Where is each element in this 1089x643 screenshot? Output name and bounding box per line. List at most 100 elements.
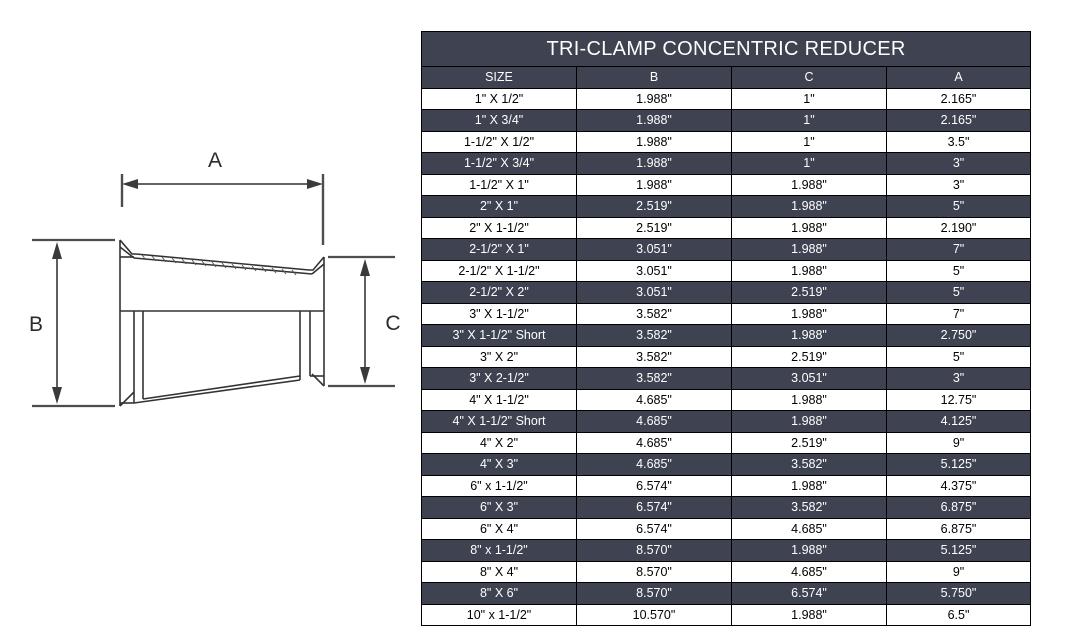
cell-a: 6.875" [885,517,1032,540]
table-row: 6" x 1-1/2" 6.574" 1.988" 4.375" [421,474,1032,497]
table-row: 8" x 1-1/2" 8.570" 1.988" 5.125" [421,539,1032,562]
dimension-c-label: C [385,312,400,335]
cell-c: 3.582" [731,453,887,476]
cell-c: 2.519" [731,345,887,368]
cell-size: 8" X 6" [421,582,577,605]
table-header-row: SIZE B C A [421,66,1032,89]
cell-b: 6.574" [576,474,732,497]
cell-b: 3.051" [576,259,732,282]
table-title-row: TRI-CLAMP CONCENTRIC REDUCER [420,31,1032,67]
cell-b: 8.570" [576,539,732,562]
cell-b: 8.570" [576,582,732,605]
table-row: 8" X 4" 8.570" 4.685" 9" [421,560,1032,583]
cell-b: 6.574" [576,496,732,519]
cell-size: 3" X 2" [421,345,577,368]
dimension-b-group: B [29,238,115,408]
cell-size: 3" X 2-1/2" [421,367,577,390]
cell-a: 9" [885,560,1032,583]
cell-c: 1.988" [731,259,887,282]
left-flange-bottom-bevel [119,391,135,407]
cell-size: 4" X 1-1/2" Short [421,410,577,433]
cell-c: 2.519" [731,281,887,304]
cell-size: 4" X 3" [421,453,577,476]
left-ferrule-inner-bevel [119,246,135,259]
cell-b: 1.988" [576,173,732,196]
column-header-b: B [576,66,732,89]
technical-drawing-panel: A B C [0,0,420,643]
cell-a: 3" [885,173,1032,196]
cell-size: 1" X 3/4" [421,109,577,132]
table-row: 4" X 1-1/2" 4.685" 1.988" 12.75" [421,388,1032,411]
cell-b: 8.570" [576,560,732,583]
cell-a: 9" [885,431,1032,454]
cell-size: 8" x 1-1/2" [421,539,577,562]
cell-a: 12.75" [885,388,1032,411]
cell-c: 1.988" [731,195,887,218]
table-row: 2-1/2" X 2" 3.051" 2.519" 5" [421,281,1032,304]
cell-size: 1-1/2" X 1/2" [421,130,577,153]
cell-b: 4.685" [576,453,732,476]
table-row: 4" X 3" 4.685" 3.582" 5.125" [421,453,1032,476]
cell-b: 10.570" [576,603,732,626]
cell-a: 5" [885,259,1032,282]
cell-size: 10" x 1-1/2" [421,603,577,626]
cell-a: 5.125" [885,453,1032,476]
dimension-a-label: A [208,150,222,172]
right-ferrule-bevel [309,256,325,271]
cell-a: 2.750" [885,324,1032,347]
cell-b: 3.582" [576,324,732,347]
cell-size: 4" X 1-1/2" [421,388,577,411]
cell-c: 4.685" [731,560,887,583]
cell-b: 2.519" [576,195,732,218]
dimension-c-arrow-bottom [360,367,370,384]
cell-b: 4.685" [576,410,732,433]
table-row: 1" X 1/2" 1.988" 1" 2.165" [421,87,1032,110]
cell-size: 2-1/2" X 2" [421,281,577,304]
cell-b: 3.051" [576,238,732,261]
cell-a: 6.5" [885,603,1032,626]
cell-c: 1.988" [731,324,887,347]
cell-b: 1.988" [576,109,732,132]
reducer-spec-table: TRI-CLAMP CONCENTRIC REDUCER SIZE B C A … [420,31,1032,626]
table-title: TRI-CLAMP CONCENTRIC REDUCER [420,31,1032,67]
cell-c: 1.988" [731,238,887,261]
cell-a: 2.165" [885,109,1032,132]
cell-b: 4.685" [576,431,732,454]
table-row: 10" x 1-1/2" 10.570" 1.988" 6.5" [421,603,1032,626]
cell-size: 2-1/2" X 1-1/2" [421,259,577,282]
table-row: 4" X 2" 4.685" 2.519" 9" [421,431,1032,454]
column-header-a: A [885,66,1032,89]
reducer-body [119,239,325,407]
cell-size: 6" X 3" [421,496,577,519]
dimension-b-arrow-top [52,242,62,259]
dimension-c-group: C [328,255,401,388]
table-row: 3" X 2" 3.582" 2.519" 5" [421,345,1032,368]
cell-size: 6" X 4" [421,517,577,540]
cell-b: 4.685" [576,388,732,411]
top-inner-seam-line [133,257,313,275]
cell-size: 2-1/2" X 1" [421,238,577,261]
cell-c: 1.988" [731,474,887,497]
cell-c: 1" [731,152,887,175]
cell-a: 3" [885,367,1032,390]
cell-c: 1.988" [731,603,887,626]
cell-a: 2.165" [885,87,1032,110]
cell-c: 4.685" [731,517,887,540]
seam-hatching [141,254,297,276]
table-row: 1-1/2" X 1" 1.988" 1.988" 3" [421,173,1032,196]
cell-c: 1.988" [731,410,887,433]
table-row: 1-1/2" X 3/4" 1.988" 1" 3" [421,152,1032,175]
cell-a: 7" [885,302,1032,325]
cell-c: 3.582" [731,496,887,519]
table-row: 2" X 1" 2.519" 1.988" 5" [421,195,1032,218]
table-body: 1" X 1/2" 1.988" 1" 2.165" 1" X 3/4" 1.988" 1"… [421,87,1032,626]
dimension-b-arrow-bottom [52,387,62,404]
cell-a: 5.125" [885,539,1032,562]
cell-a: 6.875" [885,496,1032,519]
cell-c: 3.051" [731,367,887,390]
column-header-c: C [731,66,887,89]
cell-c: 6.574" [731,582,887,605]
cell-b: 3.582" [576,367,732,390]
column-header-size: SIZE [421,66,577,89]
cone-taper-outer [142,375,301,400]
